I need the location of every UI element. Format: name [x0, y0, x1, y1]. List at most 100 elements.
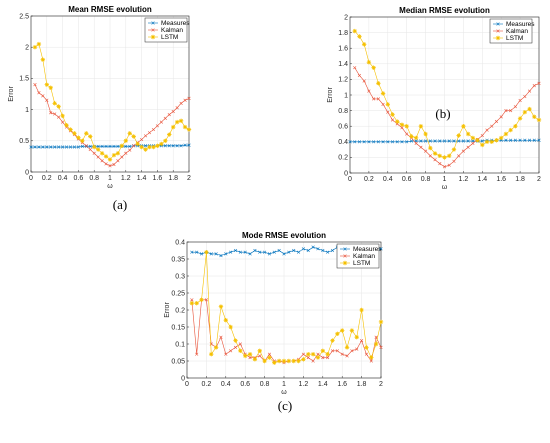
- panel-c-series-lstm-point: [301, 357, 306, 362]
- panel-a-series-lstm-point: [44, 82, 49, 87]
- panel-c-series-kalman-point: [369, 359, 373, 363]
- panel-c-series-measures-point: [248, 252, 252, 256]
- panel-a-series-measures-point: [72, 145, 77, 149]
- panel-c-series-kalman-point: [219, 335, 223, 339]
- panel-b-chart: 0 0.2 0.4 0.6 0.8 1 1.2 1.4 1.6 1.8 2 0 0.2 0.4 0.6 0.8…: [327, 6, 542, 191]
- panel-b-ytick-label: 0: [344, 170, 348, 177]
- panel-c-series-lstm-point: [364, 345, 369, 350]
- panel-b-series-kalman-point: [537, 81, 541, 85]
- panel-b-series-measures-point: [357, 140, 362, 144]
- panel-c-series-kalman-line: [191, 299, 382, 364]
- panel-c-series-measures-point: [243, 250, 247, 254]
- panel-c-series-measures-point: [296, 250, 301, 254]
- panel-c-series-kalman-point: [238, 342, 242, 346]
- panel-a-series-kalman-point: [143, 134, 148, 138]
- panel-b-series-kalman-point: [518, 98, 522, 103]
- panel-c-series-lstm-point: [349, 328, 355, 333]
- panel-b-series-measures-point: [442, 139, 447, 143]
- panel-b-series-kalman-point: [513, 105, 517, 109]
- panel-b-ytick-label: 1.8: [338, 30, 348, 37]
- panel-c-xtick-label: 1.8: [357, 381, 367, 388]
- panel-a-series-kalman-point: [33, 83, 37, 87]
- panel-b-series-kalman-point: [527, 89, 532, 93]
- panel-b-series-measures-point: [513, 138, 517, 142]
- panel-a-xtick-label: 0.2: [42, 175, 52, 182]
- panel-b-title: Median RMSE evolution: [399, 6, 490, 15]
- panel-c-series-lstm-point: [310, 352, 316, 357]
- panel-b-series-kalman-point: [523, 94, 527, 99]
- panel-a-series-kalman-point: [92, 151, 96, 155]
- panel-c-ytick-label: 0.1: [175, 341, 185, 348]
- panel-b-series-lstm-point: [361, 42, 367, 47]
- panel-b-series-lstm-point: [395, 119, 400, 124]
- panel-a-xtick-label: 1.6: [153, 175, 163, 182]
- panel-a-series-measures-point: [128, 144, 132, 149]
- panel-c-ylabel: Error: [164, 302, 171, 318]
- panel-c-series-lstm-point: [213, 345, 219, 350]
- panel-a-series-lstm-point: [95, 147, 101, 152]
- panel-c-ytick-label: 0.25: [171, 290, 185, 297]
- panel-b-series-measures-point: [362, 140, 366, 144]
- panel-c-series-measures-point: [306, 248, 310, 253]
- panel-a-xtick-label: 0.6: [74, 175, 84, 182]
- panel-a-legend-measures-label: Measures: [161, 20, 190, 27]
- panel-c-xlabel: ω: [281, 389, 287, 396]
- panel-c-series-measures-point: [258, 250, 262, 254]
- panel-b-series-kalman-point: [494, 119, 499, 124]
- panel-a-series-lstm-point: [107, 157, 113, 162]
- panel-c-series-lstm-point: [286, 358, 292, 364]
- panel-b-ytick-label: 0.4: [338, 139, 348, 146]
- panel-b-series-lstm-point: [432, 151, 438, 156]
- panel-b-series-lstm-point: [527, 106, 532, 112]
- panel-a-series-lstm-point: [115, 151, 121, 156]
- panel-a-series-kalman-point: [41, 94, 45, 98]
- panel-c-series-kalman-point: [350, 349, 354, 353]
- panel-b-series-measures-point: [348, 140, 352, 144]
- panel-b-series-measures-point: [400, 140, 404, 144]
- panel-a-series-kalman-point: [104, 162, 108, 166]
- panel-b-legend-kalman-marker: [496, 29, 500, 33]
- panel-c-xtick-label: 1.4: [318, 381, 328, 388]
- panel-b-series-kalman-point: [353, 66, 357, 70]
- panel-b-legend-measures-marker: [496, 22, 500, 26]
- panel-c-series-measures-point: [224, 252, 228, 256]
- panel-b-series-lstm-point: [357, 34, 362, 39]
- panel-c-series-kalman-point: [321, 355, 325, 360]
- panel-c-series-lstm-point: [296, 358, 301, 364]
- panel-a-xtick-label: 2: [187, 175, 191, 182]
- panel-b-series-measures-point: [405, 140, 409, 144]
- panel-c-series-lstm-point: [204, 250, 209, 255]
- panel-c-series-kalman-point: [355, 347, 359, 351]
- panel-b-series-kalman-point: [381, 102, 385, 106]
- panel-b-series-kalman-point: [457, 154, 461, 158]
- panel-b-xtick-label: 0.4: [383, 176, 393, 183]
- panel-c-series-kalman-point: [233, 345, 238, 350]
- panel-a-series-kalman-point: [132, 144, 136, 148]
- panel-b-legend-lstm-marker: [495, 35, 501, 41]
- panel-a-series-kalman-point: [167, 112, 171, 117]
- panel-a-legend-lstm-marker: [150, 34, 156, 40]
- panel-b-series-kalman-point: [466, 145, 470, 149]
- panel-b-series-lstm-point: [484, 139, 490, 144]
- panel-b-series-measures-point: [471, 139, 475, 143]
- panel-b-series-measures-point: [537, 138, 541, 142]
- panel-c-series-kalman-point: [248, 355, 252, 360]
- panel-c-series-lstm-point: [340, 328, 345, 333]
- panel-a-series-lstm-point: [147, 144, 152, 150]
- panel-b-series-kalman-point: [461, 149, 466, 153]
- panel-b-legend-measures-label: Measures: [506, 21, 535, 28]
- panel-a-series-kalman-point: [84, 144, 88, 148]
- panel-a-series-measures-point: [124, 144, 128, 149]
- panel-b-ytick-label: 1.4: [338, 61, 348, 68]
- panel-c-series-measures-point: [287, 250, 291, 254]
- panel-b-series-lstm-point: [536, 117, 542, 123]
- panel-a-ytick-label: 1: [25, 107, 29, 114]
- panel-c-series-lstm-point: [218, 304, 224, 309]
- panel-a-series-kalman-point: [57, 115, 61, 119]
- panel-a-series-measures-point: [167, 144, 171, 148]
- panel-b-ytick-label: 0.6: [338, 124, 348, 131]
- panel-c-series-kalman-point: [335, 349, 339, 353]
- panel-a-series-measures-point: [112, 144, 116, 149]
- panel-c-xtick-label: 1: [282, 381, 286, 388]
- panel-b-xtick-label: 1: [443, 176, 447, 183]
